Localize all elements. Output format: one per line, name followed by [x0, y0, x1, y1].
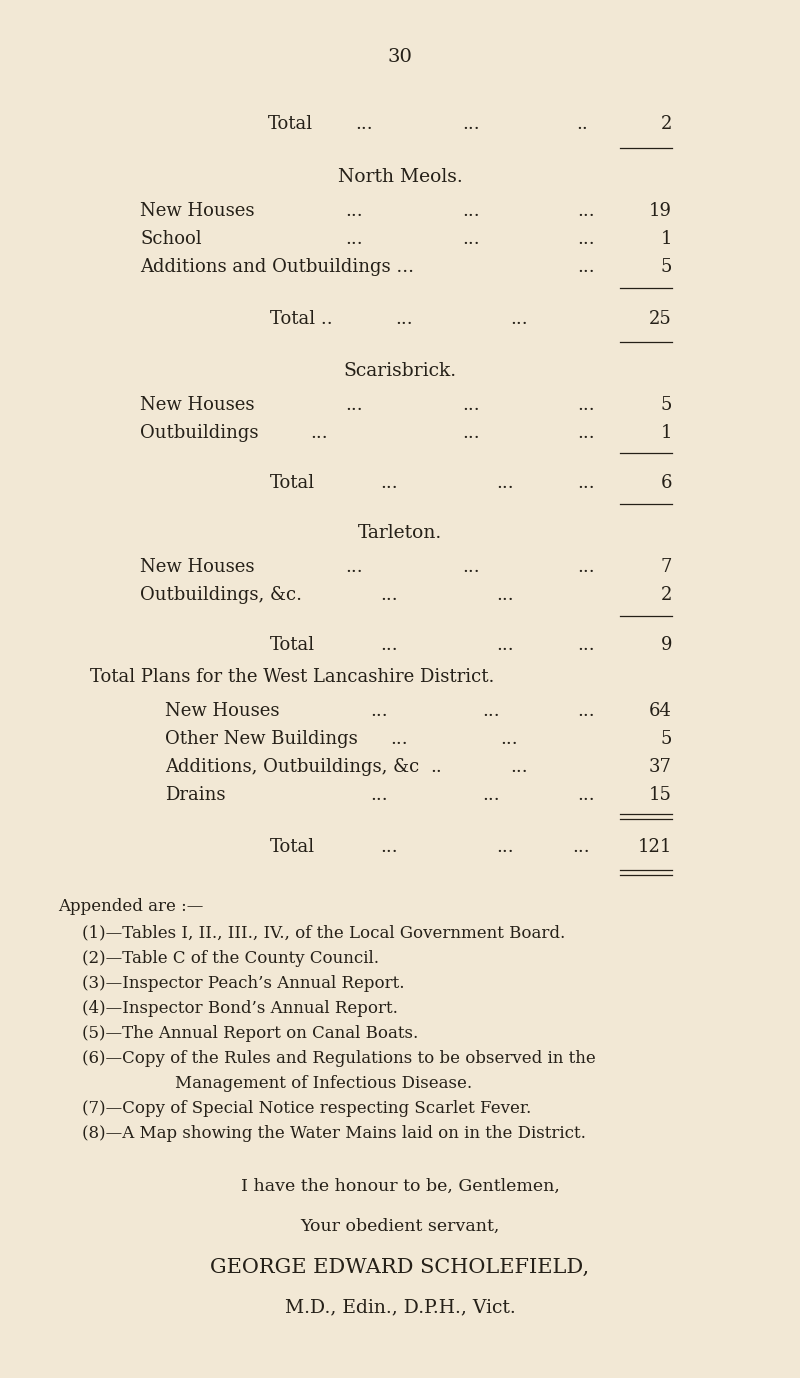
Text: 1: 1	[661, 230, 672, 248]
Text: ...: ...	[577, 474, 594, 492]
Text: ...: ...	[462, 203, 480, 220]
Text: ...: ...	[500, 730, 518, 748]
Text: ...: ...	[345, 558, 362, 576]
Text: Total ..: Total ..	[270, 310, 333, 328]
Text: ...: ...	[577, 637, 594, 655]
Text: New Houses: New Houses	[140, 395, 254, 413]
Text: Total: Total	[270, 637, 315, 655]
Text: 30: 30	[387, 48, 413, 66]
Text: ...: ...	[310, 424, 328, 442]
Text: ...: ...	[462, 230, 480, 248]
Text: Total: Total	[270, 838, 315, 856]
Text: Scarisbrick.: Scarisbrick.	[343, 362, 457, 380]
Text: Management of Infectious Disease.: Management of Infectious Disease.	[175, 1075, 472, 1091]
Text: ...: ...	[345, 203, 362, 220]
Text: (7)—Copy of Special Notice respecting Scarlet Fever.: (7)—Copy of Special Notice respecting Sc…	[82, 1100, 531, 1118]
Text: 5: 5	[661, 258, 672, 276]
Text: ...: ...	[345, 230, 362, 248]
Text: 121: 121	[638, 838, 672, 856]
Text: Total: Total	[268, 114, 313, 134]
Text: 1: 1	[661, 424, 672, 442]
Text: (3)—Inspector Peach’s Annual Report.: (3)—Inspector Peach’s Annual Report.	[82, 976, 405, 992]
Text: 19: 19	[649, 203, 672, 220]
Text: ...: ...	[370, 701, 388, 719]
Text: ...: ...	[380, 838, 398, 856]
Text: ..: ..	[576, 114, 588, 134]
Text: ...: ...	[572, 838, 590, 856]
Text: ...: ...	[510, 310, 528, 328]
Text: ...: ...	[496, 586, 514, 604]
Text: 7: 7	[661, 558, 672, 576]
Text: ...: ...	[462, 395, 480, 413]
Text: ..: ..	[430, 758, 442, 776]
Text: 5: 5	[661, 395, 672, 413]
Text: ...: ...	[380, 586, 398, 604]
Text: ...: ...	[577, 203, 594, 220]
Text: Other New Buildings: Other New Buildings	[165, 730, 358, 748]
Text: Total: Total	[270, 474, 315, 492]
Text: ...: ...	[370, 785, 388, 803]
Text: ...: ...	[496, 838, 514, 856]
Text: ...: ...	[577, 258, 594, 276]
Text: ...: ...	[390, 730, 408, 748]
Text: Outbuildings, &c.: Outbuildings, &c.	[140, 586, 302, 604]
Text: Additions, Outbuildings, &c: Additions, Outbuildings, &c	[165, 758, 419, 776]
Text: I have the honour to be, Gentlemen,: I have the honour to be, Gentlemen,	[241, 1178, 559, 1195]
Text: ...: ...	[482, 785, 500, 803]
Text: GEORGE EDWARD SCHOLEFIELD,: GEORGE EDWARD SCHOLEFIELD,	[210, 1258, 590, 1277]
Text: New Houses: New Houses	[140, 203, 254, 220]
Text: Drains: Drains	[165, 785, 226, 803]
Text: Appended are :—: Appended are :—	[58, 898, 203, 915]
Text: New Houses: New Houses	[140, 558, 254, 576]
Text: ...: ...	[577, 230, 594, 248]
Text: ...: ...	[577, 395, 594, 413]
Text: (5)—The Annual Report on Canal Boats.: (5)—The Annual Report on Canal Boats.	[82, 1025, 418, 1042]
Text: 15: 15	[649, 785, 672, 803]
Text: 6: 6	[661, 474, 672, 492]
Text: ...: ...	[462, 558, 480, 576]
Text: New Houses: New Houses	[165, 701, 279, 719]
Text: ...: ...	[577, 558, 594, 576]
Text: ...: ...	[462, 424, 480, 442]
Text: Your obedient servant,: Your obedient servant,	[300, 1218, 500, 1235]
Text: (6)—Copy of the Rules and Regulations to be observed in the: (6)—Copy of the Rules and Regulations to…	[82, 1050, 596, 1067]
Text: Tarleton.: Tarleton.	[358, 524, 442, 542]
Text: ...: ...	[496, 637, 514, 655]
Text: (4)—Inspector Bond’s Annual Report.: (4)—Inspector Bond’s Annual Report.	[82, 1000, 398, 1017]
Text: 2: 2	[661, 586, 672, 604]
Text: ...: ...	[345, 395, 362, 413]
Text: 64: 64	[649, 701, 672, 719]
Text: 5: 5	[661, 730, 672, 748]
Text: ...: ...	[380, 474, 398, 492]
Text: ...: ...	[510, 758, 528, 776]
Text: Outbuildings: Outbuildings	[140, 424, 258, 442]
Text: ...: ...	[380, 637, 398, 655]
Text: ...: ...	[462, 114, 480, 134]
Text: North Meols.: North Meols.	[338, 168, 462, 186]
Text: 37: 37	[649, 758, 672, 776]
Text: (8)—A Map showing the Water Mains laid on in the District.: (8)—A Map showing the Water Mains laid o…	[82, 1124, 586, 1142]
Text: ...: ...	[482, 701, 500, 719]
Text: ...: ...	[395, 310, 413, 328]
Text: Total Plans for the West Lancashire District.: Total Plans for the West Lancashire Dist…	[90, 668, 494, 686]
Text: 9: 9	[661, 637, 672, 655]
Text: Additions and Outbuildings ...: Additions and Outbuildings ...	[140, 258, 414, 276]
Text: 2: 2	[661, 114, 672, 134]
Text: ...: ...	[577, 701, 594, 719]
Text: ...: ...	[577, 424, 594, 442]
Text: ...: ...	[577, 785, 594, 803]
Text: M.D., Edin., D.P.H., Vict.: M.D., Edin., D.P.H., Vict.	[285, 1298, 515, 1316]
Text: 25: 25	[650, 310, 672, 328]
Text: ...: ...	[355, 114, 373, 134]
Text: (1)—Tables I, II., III., IV., of the Local Government Board.: (1)—Tables I, II., III., IV., of the Loc…	[82, 925, 566, 941]
Text: (2)—Table C of the County Council.: (2)—Table C of the County Council.	[82, 949, 379, 967]
Text: ...: ...	[496, 474, 514, 492]
Text: School: School	[140, 230, 202, 248]
